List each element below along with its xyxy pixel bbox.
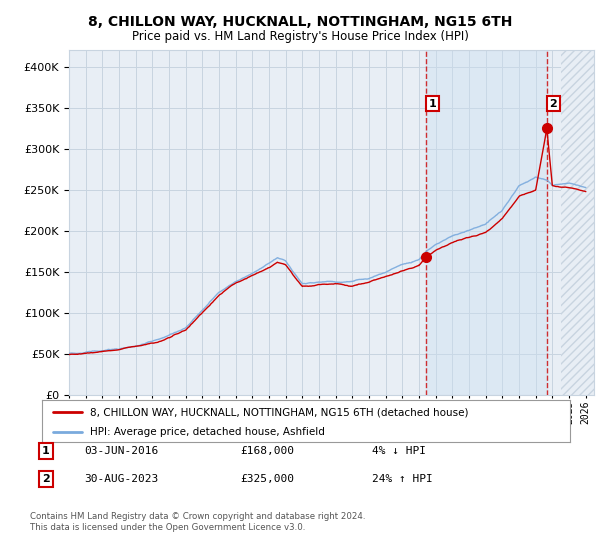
Text: 1: 1 bbox=[428, 99, 436, 109]
Text: HPI: Average price, detached house, Ashfield: HPI: Average price, detached house, Ashf… bbox=[89, 427, 325, 437]
Text: 2: 2 bbox=[550, 99, 557, 109]
Bar bbox=[426, 50, 547, 395]
Text: £168,000: £168,000 bbox=[240, 446, 294, 456]
Text: 8, CHILLON WAY, HUCKNALL, NOTTINGHAM, NG15 6TH (detached house): 8, CHILLON WAY, HUCKNALL, NOTTINGHAM, NG… bbox=[89, 407, 468, 417]
Text: 4% ↓ HPI: 4% ↓ HPI bbox=[372, 446, 426, 456]
Text: 2: 2 bbox=[42, 474, 50, 484]
Text: £325,000: £325,000 bbox=[240, 474, 294, 484]
Text: 24% ↑ HPI: 24% ↑ HPI bbox=[372, 474, 433, 484]
Text: Contains HM Land Registry data © Crown copyright and database right 2024.
This d: Contains HM Land Registry data © Crown c… bbox=[30, 512, 365, 532]
Text: 1: 1 bbox=[42, 446, 50, 456]
Bar bbox=[560, 50, 594, 395]
Text: 30-AUG-2023: 30-AUG-2023 bbox=[84, 474, 158, 484]
Text: 8, CHILLON WAY, HUCKNALL, NOTTINGHAM, NG15 6TH: 8, CHILLON WAY, HUCKNALL, NOTTINGHAM, NG… bbox=[88, 15, 512, 29]
Text: Price paid vs. HM Land Registry's House Price Index (HPI): Price paid vs. HM Land Registry's House … bbox=[131, 30, 469, 43]
Text: 03-JUN-2016: 03-JUN-2016 bbox=[84, 446, 158, 456]
